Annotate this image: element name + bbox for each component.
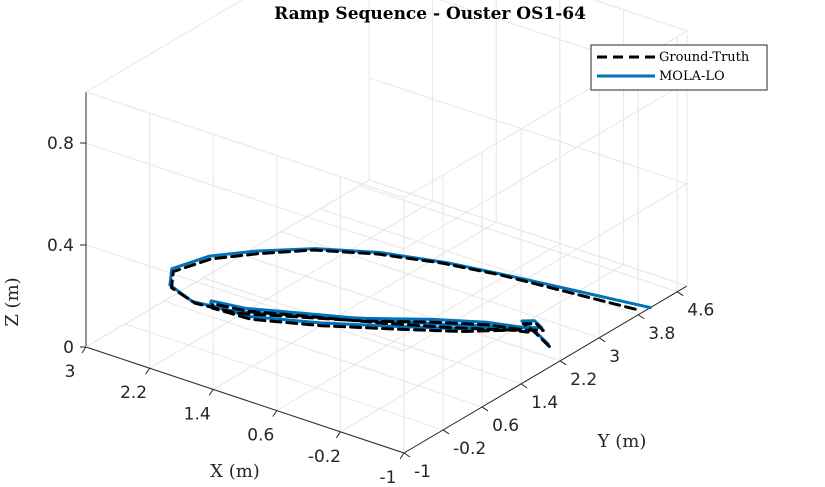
floor-grid-line: [124, 323, 444, 431]
box-edge: [85, 91, 405, 199]
y-tick-mark: [403, 452, 411, 458]
y-axis-line: [403, 285, 688, 454]
wall-grid-line: [368, 77, 688, 185]
y-tick-label: 4.6: [687, 301, 714, 321]
y-axis-label: Y (m): [597, 431, 647, 452]
legend-box: [590, 44, 768, 91]
box-edge: [85, 179, 370, 348]
x-tick-mark: [81, 346, 87, 354]
x-axis-label: X (m): [210, 461, 260, 482]
y-tick-mark: [677, 291, 684, 297]
series-line-mola-lo: [168, 247, 652, 346]
x-axis-line: [85, 346, 405, 454]
x-tick-mark: [145, 367, 151, 375]
legend: Ground-Truth MOLA-LO: [590, 44, 768, 91]
x-tick-label: 2.2: [120, 383, 147, 403]
box-edge: [592, 0, 688, 32]
floor-grid-line: [242, 254, 561, 362]
x-tick-label: 3: [65, 362, 76, 382]
y-tick-label: -0.2: [453, 439, 486, 459]
wall-grid-line: [85, 244, 405, 352]
y-tick-label: 2.2: [570, 370, 597, 390]
x-tick-mark: [208, 389, 214, 396]
legend-entry-mola-lo: MOLA-LO: [659, 69, 725, 84]
tick-labels: 3 2.2 1.4 0.6 -0.2 -1 -1 -0.2 0.6 1.4 2.2 3 3.8 4.6 0 0…: [47, 134, 714, 487]
floor-grid-line: [202, 277, 522, 385]
floor-grid-line: [359, 185, 678, 293]
wall-grid-line: [85, 142, 405, 250]
y-tick-mark: [637, 314, 645, 320]
y-tick-mark: [520, 383, 528, 389]
y-tick-mark: [442, 429, 450, 435]
z-tick-label: 0: [63, 338, 74, 358]
x-tick-label: 1.4: [184, 404, 211, 424]
floor-grid-line: [320, 208, 639, 316]
x-tick-label: -1: [380, 468, 397, 487]
y-tick-mark: [481, 406, 489, 412]
y-tick-label: 3.8: [648, 324, 675, 344]
box-edge: [85, 0, 243, 93]
floor-grid-line: [149, 200, 433, 369]
y-tick-label: 3: [609, 347, 620, 367]
x-tick-mark: [335, 431, 341, 439]
chart-title: Ramp Sequence - Ouster OS1-64: [274, 4, 586, 24]
series-line-ground-truth: [170, 248, 637, 349]
z-tick-label: 0.4: [47, 236, 74, 256]
y-tick-label: -1: [414, 462, 431, 482]
x-tick-label: -0.2: [308, 447, 341, 467]
box-edge: [368, 179, 688, 287]
y-tick-mark: [559, 360, 567, 366]
x-tick-mark: [399, 452, 405, 460]
series-layer: [168, 247, 652, 349]
floor-grid-line: [163, 300, 483, 408]
z-axis-label: Z (m): [2, 277, 23, 326]
y-tick-label: 0.6: [492, 416, 519, 436]
x-tick-mark: [272, 410, 278, 417]
legend-entry-ground-truth: Ground-Truth: [659, 50, 750, 65]
x-tick-label: 0.6: [247, 426, 274, 446]
y-tick-mark: [598, 337, 606, 343]
y-tick-label: 1.4: [531, 393, 558, 413]
wall-grid-line: [403, 81, 688, 250]
floor-grid-line: [212, 221, 497, 390]
z-tick-label: 0.8: [47, 134, 74, 154]
